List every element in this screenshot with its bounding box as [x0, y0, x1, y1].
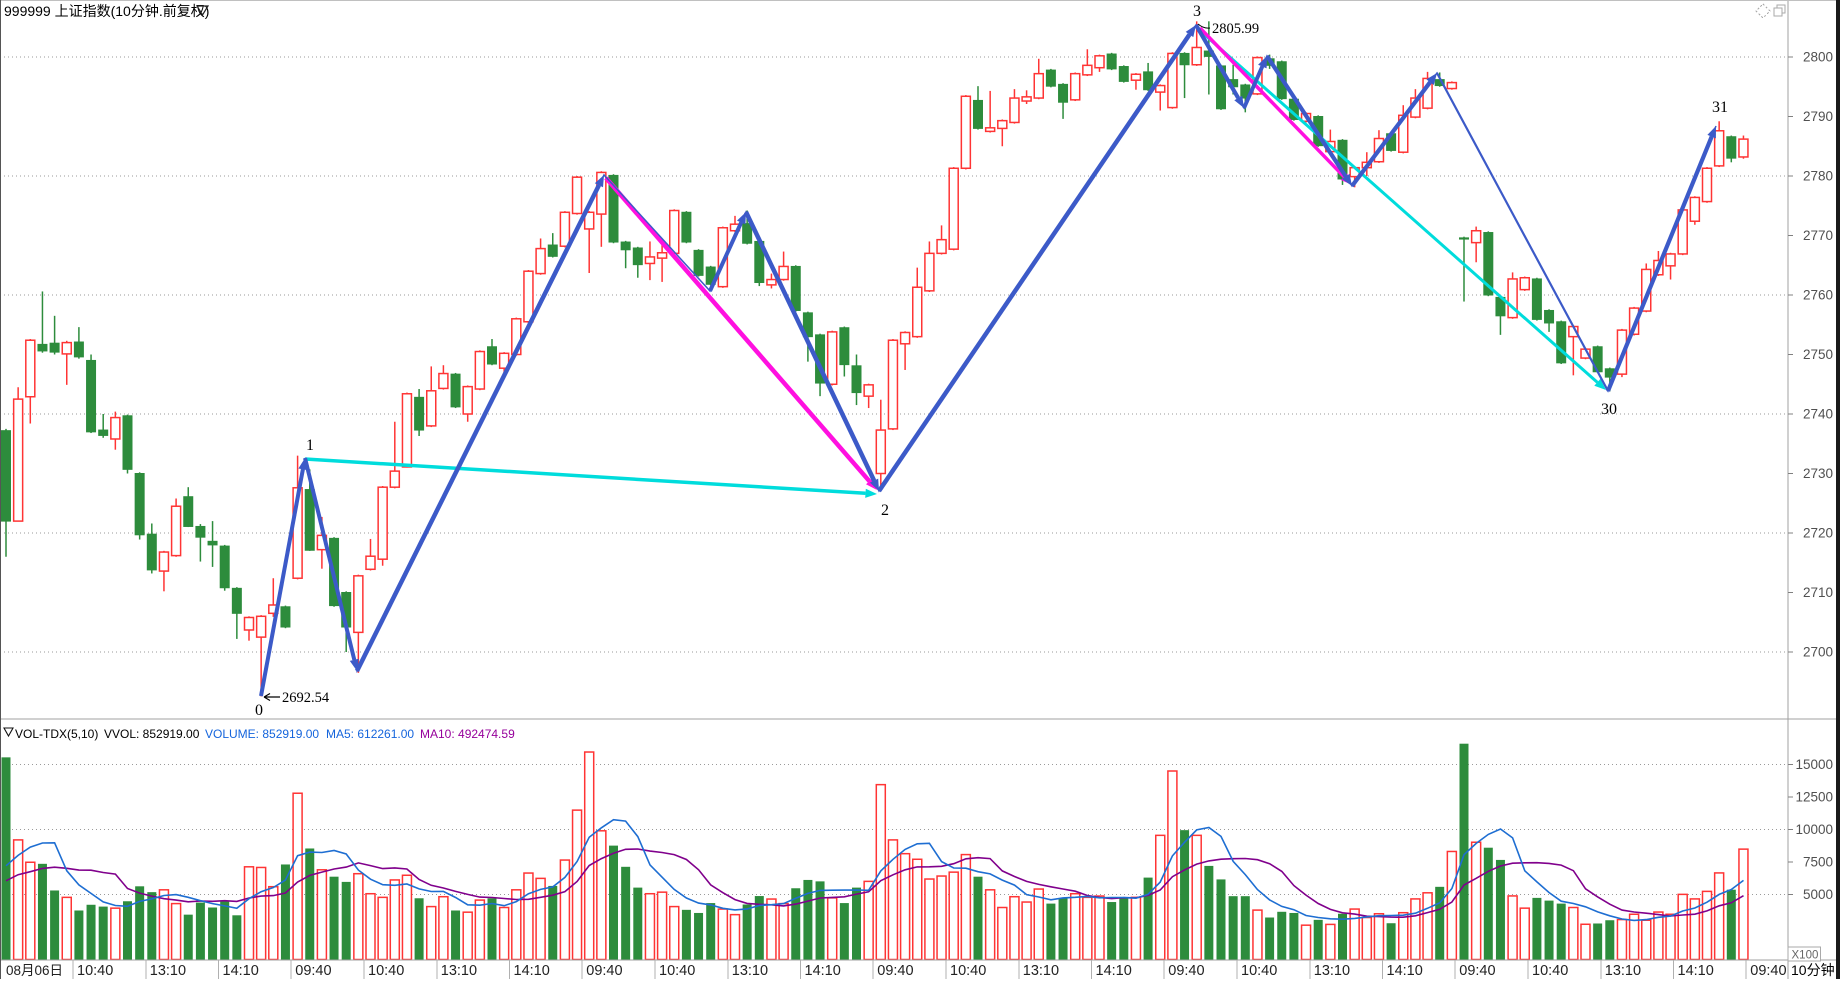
svg-text:10:40: 10:40: [950, 963, 986, 979]
svg-text:09:40: 09:40: [1168, 963, 1204, 979]
svg-text:2700: 2700: [1803, 645, 1833, 660]
svg-text:10:40: 10:40: [368, 963, 404, 979]
svg-text:VOLUME: 852919.00: VOLUME: 852919.00: [205, 727, 319, 741]
svg-text:2692.54: 2692.54: [282, 690, 330, 706]
svg-text:14:10: 14:10: [223, 963, 259, 979]
svg-text:2750: 2750: [1803, 347, 1833, 362]
svg-text:09:40: 09:40: [1459, 963, 1495, 979]
svg-text:2770: 2770: [1803, 228, 1833, 243]
svg-text:2760: 2760: [1803, 288, 1833, 303]
svg-text:2730: 2730: [1803, 466, 1833, 481]
svg-text:5000: 5000: [1803, 887, 1833, 902]
svg-text:09:40: 09:40: [586, 963, 622, 979]
svg-text:1: 1: [306, 437, 314, 454]
svg-text:15000: 15000: [1795, 757, 1833, 772]
svg-text:2790: 2790: [1803, 109, 1833, 124]
svg-text:MA10: 492474.59: MA10: 492474.59: [420, 727, 515, 741]
svg-text:13:10: 13:10: [732, 963, 768, 979]
svg-text:999999 上证指数(10分钟.前复权): 999999 上证指数(10分钟.前复权): [4, 3, 209, 19]
svg-text:2780: 2780: [1803, 169, 1833, 184]
svg-text:VOL-TDX(5,10): VOL-TDX(5,10): [15, 727, 98, 741]
svg-text:MA5: 612261.00: MA5: 612261.00: [326, 727, 414, 741]
svg-text:13:10: 13:10: [1605, 963, 1641, 979]
svg-text:2720: 2720: [1803, 526, 1833, 541]
svg-text:09:40: 09:40: [1750, 963, 1786, 979]
svg-text:14:10: 14:10: [1096, 963, 1132, 979]
svg-text:13:10: 13:10: [1023, 963, 1059, 979]
svg-text:3: 3: [1193, 3, 1201, 20]
svg-text:0: 0: [255, 702, 263, 719]
svg-text:13:10: 13:10: [150, 963, 186, 979]
svg-text:2740: 2740: [1803, 407, 1833, 422]
svg-text:09:40: 09:40: [877, 963, 913, 979]
svg-text:2: 2: [881, 502, 889, 519]
svg-text:31: 31: [1712, 99, 1728, 116]
svg-text:10分钟: 10分钟: [1791, 962, 1835, 978]
svg-text:7500: 7500: [1803, 855, 1833, 870]
svg-text:14:10: 14:10: [805, 963, 841, 979]
svg-text:08月06日: 08月06日: [6, 963, 63, 978]
svg-text:10:40: 10:40: [659, 963, 695, 979]
svg-text:09:40: 09:40: [295, 963, 331, 979]
svg-text:12500: 12500: [1795, 790, 1833, 805]
svg-text:14:10: 14:10: [514, 963, 550, 979]
svg-text:10:40: 10:40: [77, 963, 113, 979]
svg-text:2710: 2710: [1803, 585, 1833, 600]
svg-text:13:10: 13:10: [1314, 963, 1350, 979]
svg-text:14:10: 14:10: [1387, 963, 1423, 979]
svg-text:30: 30: [1601, 401, 1617, 418]
svg-text:10:40: 10:40: [1241, 963, 1277, 979]
svg-text:13:10: 13:10: [441, 963, 477, 979]
svg-text:X100: X100: [1792, 950, 1819, 962]
svg-text:10000: 10000: [1795, 822, 1833, 837]
svg-text:10:40: 10:40: [1532, 963, 1568, 979]
svg-text:2805.99: 2805.99: [1212, 21, 1259, 37]
svg-text:14:10: 14:10: [1678, 963, 1714, 979]
svg-text:VVOL: 852919.00: VVOL: 852919.00: [104, 727, 200, 741]
svg-text:2800: 2800: [1803, 50, 1833, 65]
